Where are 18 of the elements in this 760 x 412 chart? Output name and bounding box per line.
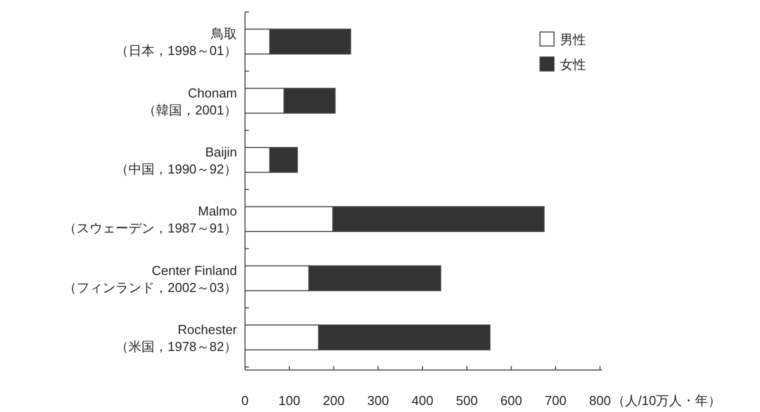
y-tick-label: Malmo（スウェーデン，1987～91） (64, 204, 237, 236)
y-tick-label: Center Finland（フィンランド，2002～03） (64, 262, 237, 295)
x-tick-label: 800 (589, 393, 611, 408)
x-axis-title: （人/10万人・年） (612, 393, 722, 408)
x-tick-label: 700 (544, 393, 566, 408)
y-tick-label: Baijin（中国，1990～92） (116, 144, 237, 176)
y-tick-label: Chonam（韓国，2001） (143, 85, 237, 118)
legend-label: 女性 (560, 57, 586, 72)
x-tick-label: 400 (412, 393, 434, 408)
legend-label: 男性 (560, 32, 586, 47)
x-tick-label: 500 (456, 393, 478, 408)
x-tick-label: 0 (241, 393, 249, 408)
y-tick-label: Rochester（米国，1978～82） (116, 322, 238, 354)
x-tick-label: 600 (500, 393, 522, 408)
x-tick-label: 200 (322, 393, 345, 408)
y-tick-label: 鳥取（日本，1998～01） (116, 26, 237, 58)
x-tick-label: 300 (367, 393, 389, 408)
x-tick-label: 100 (278, 393, 300, 408)
